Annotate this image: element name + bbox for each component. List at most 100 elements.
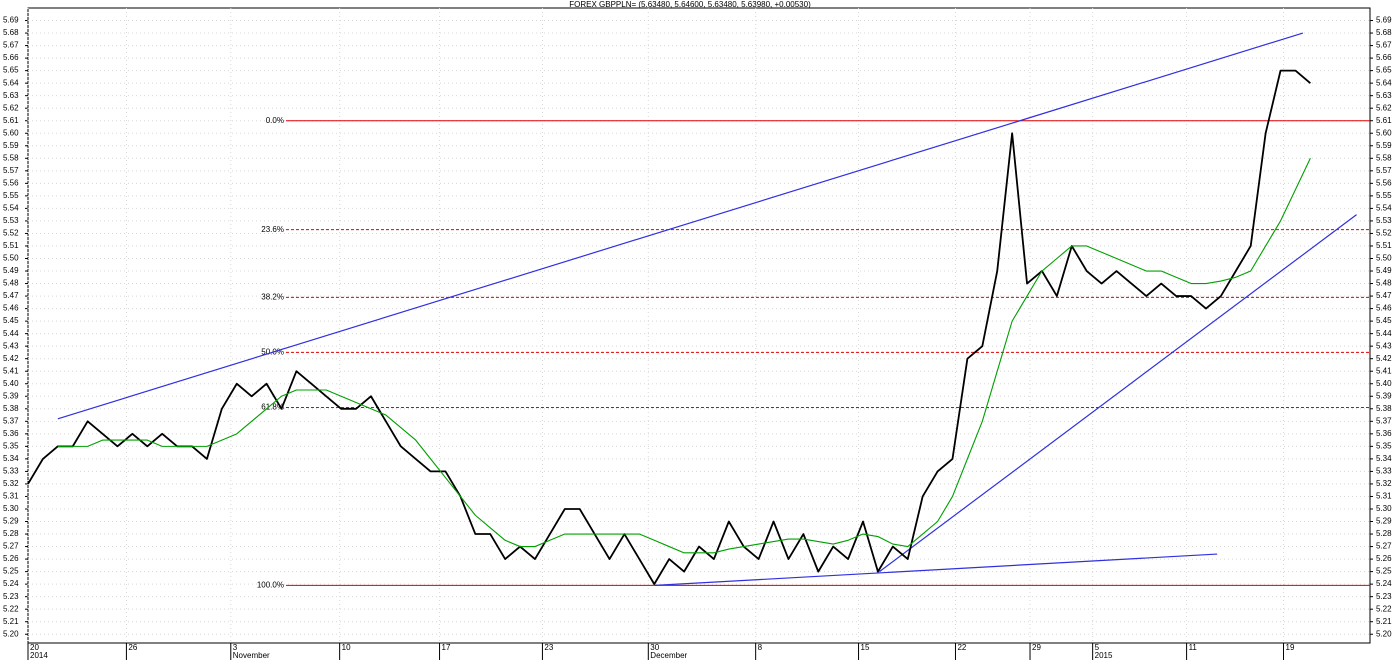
y-tick-label: 5.28 [1376,529,1392,538]
y-tick-label: 5.60 [1376,128,1392,137]
y-tick-label: 5.27 [1376,542,1392,551]
period-label: 2014 [30,651,48,660]
y-tick-label: 5.61 [3,116,19,125]
x-tick-label: 30 [650,643,659,652]
x-tick-label: 3 [233,643,238,652]
y-tick-label: 5.30 [3,504,19,513]
y-tick-label: 5.20 [1376,629,1392,638]
fib-label: 38.2% [261,292,284,301]
y-tick-label: 5.26 [1376,554,1392,563]
y-tick-label: 5.48 [1376,279,1392,288]
period-label: December [650,651,687,660]
fib-label: 61.8% [261,403,284,412]
y-tick-label: 5.50 [3,254,19,263]
y-tick-label: 5.35 [3,441,19,450]
x-tick-label: 22 [957,643,966,652]
y-tick-label: 5.40 [1376,379,1392,388]
y-tick-label: 5.63 [3,91,19,100]
y-tick-label: 5.39 [3,391,19,400]
trendline [879,214,1357,573]
plot-frame [27,7,1371,644]
y-tick-label: 5.42 [1376,354,1392,363]
y-tick-label: 5.44 [3,329,19,338]
y-tick-label: 5.68 [1376,28,1392,37]
y-tick-label: 5.32 [1376,479,1392,488]
x-tick-label: 23 [544,643,553,652]
y-tick-label: 5.25 [3,567,19,576]
y-tick-label: 5.66 [1376,53,1392,62]
y-tick-label: 5.55 [3,191,19,200]
y-tick-label: 5.39 [1376,391,1392,400]
y-tick-label: 5.69 [3,16,19,25]
y-tick-label: 5.56 [3,178,19,187]
y-tick-label: 5.69 [1376,16,1392,25]
y-tick-label: 5.29 [1376,517,1392,526]
y-tick-label: 5.37 [3,416,19,425]
y-tick-label: 5.65 [3,66,19,75]
y-tick-label: 5.23 [3,592,19,601]
y-tick-label: 5.26 [3,554,19,563]
y-tick-label: 5.21 [3,617,19,626]
y-tick-label: 5.60 [3,128,19,137]
y-tick-label: 5.44 [1376,329,1392,338]
x-tick-label: 10 [342,643,351,652]
y-tick-label: 5.57 [1376,166,1392,175]
y-tick-label: 5.53 [3,216,19,225]
y-tick-label: 5.38 [3,404,19,413]
y-tick-label: 5.54 [3,204,19,213]
x-tick-label: 11 [1189,643,1198,652]
y-tick-label: 5.46 [1376,304,1392,313]
x-tick-label: 15 [861,643,870,652]
y-tick-label: 5.24 [1376,579,1392,588]
y-tick-label: 5.23 [1376,592,1392,601]
fib-label: 100.0% [257,580,284,589]
y-tick-label: 5.41 [1376,366,1392,375]
y-tick-label: 5.36 [3,429,19,438]
y-tick-label: 5.24 [3,579,19,588]
y-tick-label: 5.47 [3,291,19,300]
price-line [57,158,1311,554]
y-tick-label: 5.30 [1376,504,1392,513]
y-tick-label: 5.33 [3,467,19,476]
y-tick-label: 5.49 [3,266,19,275]
y-tick-label: 5.64 [1376,78,1392,87]
trendline [57,32,1304,420]
y-tick-label: 5.45 [1376,316,1392,325]
y-tick-label: 5.51 [1376,241,1392,250]
y-tick-label: 5.27 [3,542,19,551]
y-tick-label: 5.28 [3,529,19,538]
fib-label: 0.0% [266,116,284,125]
y-tick-label: 5.41 [3,366,19,375]
y-tick-label: 5.31 [3,492,19,501]
y-tick-label: 5.45 [3,316,19,325]
x-tick-label: 20 [30,643,39,652]
y-tick-label: 5.67 [1376,41,1392,50]
y-tick-label: 5.63 [1376,91,1392,100]
y-tick-label: 5.47 [1376,291,1392,300]
y-tick-label: 5.68 [3,28,19,37]
y-tick-label: 5.40 [3,379,19,388]
y-tick-label: 5.42 [3,354,19,363]
y-tick-label: 5.50 [1376,254,1392,263]
y-tick-label: 5.35 [1376,441,1392,450]
y-tick-label: 5.58 [1376,153,1392,162]
y-tick-label: 5.21 [1376,617,1392,626]
y-tick-label: 5.49 [1376,266,1392,275]
y-tick-label: 5.29 [3,517,19,526]
y-tick-label: 5.57 [3,166,19,175]
x-tick-label: 5 [1095,643,1100,652]
period-label: 2015 [1095,651,1113,660]
y-tick-label: 5.31 [1376,492,1392,501]
x-tick-label: 26 [128,643,137,652]
y-tick-label: 5.22 [3,604,19,613]
y-tick-label: 5.32 [3,479,19,488]
y-tick-label: 5.51 [3,241,19,250]
y-tick-label: 5.34 [3,454,19,463]
y-tick-label: 5.43 [3,341,19,350]
y-tick-label: 5.33 [1376,467,1392,476]
y-tick-label: 5.22 [1376,604,1392,613]
trendline [654,553,1218,586]
y-tick-label: 5.62 [1376,103,1392,112]
y-tick-label: 5.36 [1376,429,1392,438]
